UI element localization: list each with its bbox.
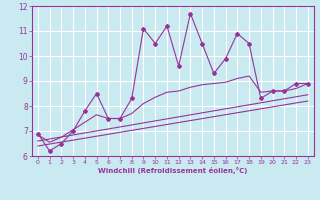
X-axis label: Windchill (Refroidissement éolien,°C): Windchill (Refroidissement éolien,°C)	[98, 167, 247, 174]
